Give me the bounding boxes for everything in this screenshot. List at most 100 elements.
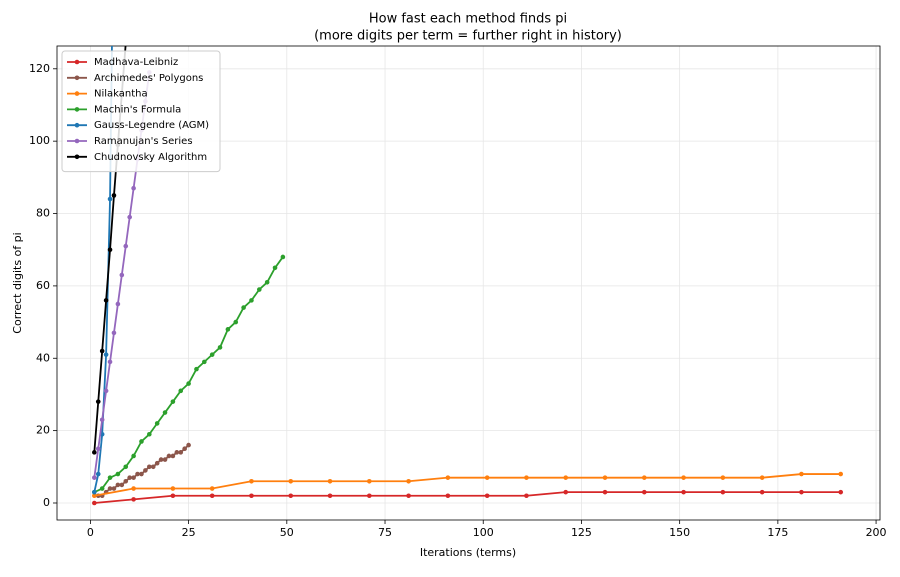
data-point [406,493,411,499]
data-point [602,475,608,480]
data-point [170,399,176,404]
data-point [602,489,608,495]
data-point [158,457,164,462]
data-point [123,478,129,484]
data-point [174,450,180,455]
data-point [127,214,132,220]
data-point [111,330,117,336]
data-point [257,287,262,292]
data-point [139,439,144,444]
data-point [139,471,144,477]
plot-frame [56,45,881,521]
data-point [103,352,109,357]
data-point [445,475,451,480]
data-point [131,486,136,491]
data-point [178,450,184,455]
data-point [182,446,187,452]
data-point [111,486,117,491]
data-point [249,478,254,484]
data-point [115,482,121,488]
data-point [280,254,286,260]
data-point [99,348,105,354]
series-line [94,491,841,504]
data-point [759,475,765,480]
data-point [186,442,191,448]
data-point [143,468,148,473]
data-point [264,279,270,285]
data-point [445,493,451,499]
data-point [107,486,113,491]
data-point [524,475,529,480]
data-point [131,185,136,191]
legend-label: Machin's Formula [94,104,181,115]
data-point [170,453,176,459]
data-point [327,478,333,484]
data-point [95,471,101,477]
data-point [123,464,129,470]
y-tick-label: 120 [29,62,50,75]
data-point [154,421,160,426]
y-tick-label: 40 [36,351,50,364]
data-point [131,497,136,502]
data-point [367,478,372,484]
x-tick-label: 75 [378,526,392,539]
data-point [92,493,97,499]
data-point [115,301,121,307]
data-point [103,388,109,394]
legend: Madhava-Leibniz Archimedes' Polygons Nilak… [61,50,221,173]
legend-box [61,50,221,173]
data-point [406,478,411,484]
data-point [103,298,109,303]
data-point [209,493,215,499]
data-point [288,493,294,499]
y-tick-label: 0 [43,496,50,509]
data-point [115,471,121,477]
x-tick-label: 175 [767,526,788,539]
data-point [327,493,333,499]
data-point [95,446,101,452]
data-point [641,489,647,495]
data-point [95,399,101,404]
data-point [838,489,844,495]
series-line [94,473,841,497]
y-axis-label: Correct digits of pi [11,232,24,333]
data-point [92,475,97,480]
data-point [225,327,231,332]
data-point [162,410,168,415]
data-point [799,471,804,477]
data-point [720,475,726,480]
data-point [147,464,152,470]
data-point [162,457,168,462]
data-point [92,500,97,506]
data-point [249,298,254,303]
legend-label: Ramanujan's Series [94,136,193,147]
data-point [119,272,125,278]
legend-marker [74,154,80,160]
data-point [131,475,136,480]
data-point [107,247,113,253]
data-point [170,493,176,499]
legend-label: Nilakantha [94,89,148,100]
data-point [681,489,686,495]
data-point [524,493,529,499]
data-point [217,345,223,350]
data-point [147,431,152,437]
data-point [233,319,239,325]
data-point [209,352,215,357]
data-point [92,450,97,455]
legend-label: Chudnovsky Algorithm [94,152,207,163]
y-tick-label: 20 [36,424,50,437]
data-point [484,493,490,499]
legend-marker [74,91,80,96]
data-point [194,366,199,372]
legend-marker [74,75,80,81]
data-point [170,486,176,491]
data-point [759,489,765,495]
data-point [202,359,207,365]
x-tick-label: 25 [182,526,196,539]
legend-marker [74,122,80,128]
x-tick-label: 100 [473,526,494,539]
legend-marker [74,138,80,144]
x-tick-label: 200 [866,526,887,539]
